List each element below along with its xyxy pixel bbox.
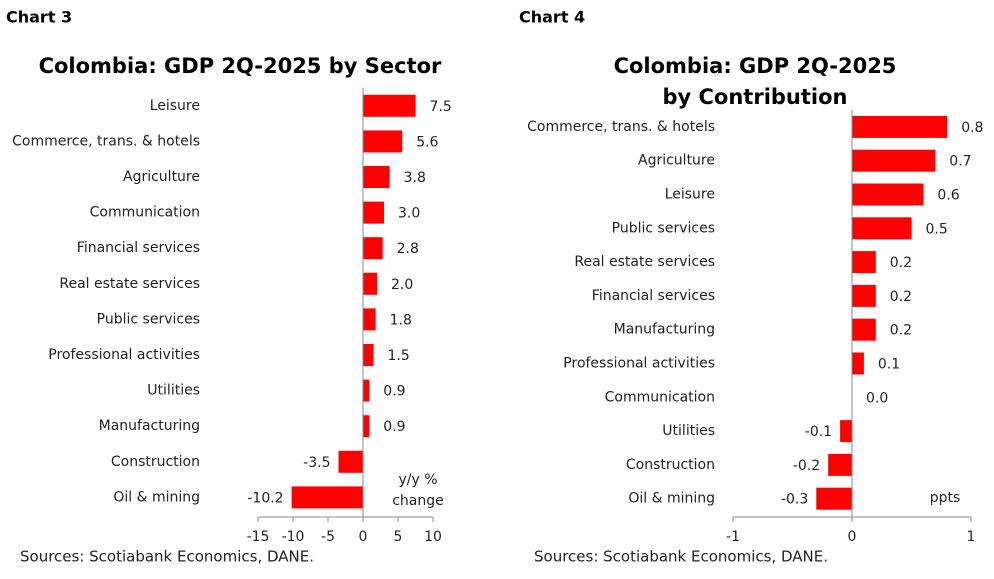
axis-annotation: change [392,493,444,509]
category-label: Public services [97,311,200,327]
chart-title: Colombia: GDP 2Q-2025 by Sector [39,54,442,78]
value-label: 3.0 [398,206,420,222]
value-label: -0.1 [805,424,832,440]
value-label: 1.8 [390,312,412,328]
category-label: Agriculture [638,153,715,169]
x-tick-label: 5 [394,529,403,545]
value-label: 0.0 [866,390,888,406]
value-label: 5.6 [416,134,438,150]
chart-label: Chart 4 [519,8,585,27]
bar [363,272,377,295]
value-label: 0.7 [949,154,971,170]
value-label: 3.8 [404,170,426,186]
bar [852,352,864,375]
category-label: Manufacturing [614,322,715,338]
category-label: Oil & mining [113,489,200,505]
category-label: Construction [111,454,200,470]
value-label: 7.5 [430,99,452,115]
bar [852,149,936,172]
bar [852,183,924,206]
bar [852,115,948,138]
category-label: Leisure [150,98,200,114]
axis-annotation: y/y % [398,472,437,488]
chart-title: Colombia: GDP 2Q-2025 [614,54,897,78]
bar [363,379,370,402]
value-label: 0.9 [383,419,405,435]
value-label: -3.5 [303,455,330,471]
category-label: Commerce, trans. & hotels [12,133,200,149]
category-label: Financial services [592,288,715,304]
value-label: 0.2 [890,289,912,305]
x-tick-label: -15 [247,529,270,545]
category-label: Construction [626,457,715,473]
category-label: Leisure [665,187,715,203]
bar [363,94,416,117]
value-label: 0.2 [890,323,912,339]
category-label: Real estate services [574,254,715,270]
value-label: 0.8 [961,120,983,136]
value-label: -10.2 [247,490,283,506]
value-label: 0.2 [890,255,912,271]
bar [291,486,363,509]
bar [852,284,876,307]
bar [338,450,363,473]
x-tick-label: -10 [282,529,305,545]
source-note: Sources: Scotiabank Economics, DANE. [20,548,314,566]
category-label: Public services [612,220,715,236]
x-tick-label: 10 [424,529,442,545]
value-label: 0.9 [383,384,405,400]
bar [852,251,876,274]
value-label: 2.0 [391,277,413,293]
bar [363,237,383,260]
bar [363,201,384,224]
bar [828,453,852,476]
chart-title: by Contribution [662,85,847,109]
category-label: Professional activities [48,347,200,363]
bar [852,217,912,240]
chart-label: Chart 3 [6,8,72,27]
category-label: Communication [90,205,200,221]
category-label: Real estate services [59,276,200,292]
source-note: Sources: Scotiabank Economics, DANE. [534,548,828,566]
value-label: 0.1 [878,357,900,373]
category-label: Commerce, trans. & hotels [527,119,715,135]
axis-annotation: ppts [930,490,961,506]
bar [363,308,376,331]
category-label: Agriculture [123,169,200,185]
x-tick-label: 0 [359,529,368,545]
bar [363,166,390,188]
bar [363,344,374,366]
value-label: 2.8 [397,241,419,257]
category-label: Professional activities [563,356,715,372]
category-label: Financial services [77,240,200,256]
x-tick-label: 1 [967,529,976,545]
value-label: 1.5 [388,348,410,364]
category-label: Manufacturing [99,418,200,434]
value-label: 0.5 [926,221,948,237]
bar [840,420,852,443]
value-label: -0.2 [793,458,820,474]
bar [852,318,876,341]
x-tick-label: -1 [726,529,740,545]
bar [816,487,852,510]
bar [363,130,403,153]
value-label: -0.3 [781,492,808,508]
x-tick-label: -5 [321,529,335,545]
x-tick-label: 0 [848,529,857,545]
category-label: Oil & mining [628,491,715,507]
category-label: Utilities [147,383,200,399]
category-label: Communication [605,389,715,405]
category-label: Utilities [662,423,715,439]
value-label: 0.6 [937,188,959,204]
bar [363,415,370,438]
